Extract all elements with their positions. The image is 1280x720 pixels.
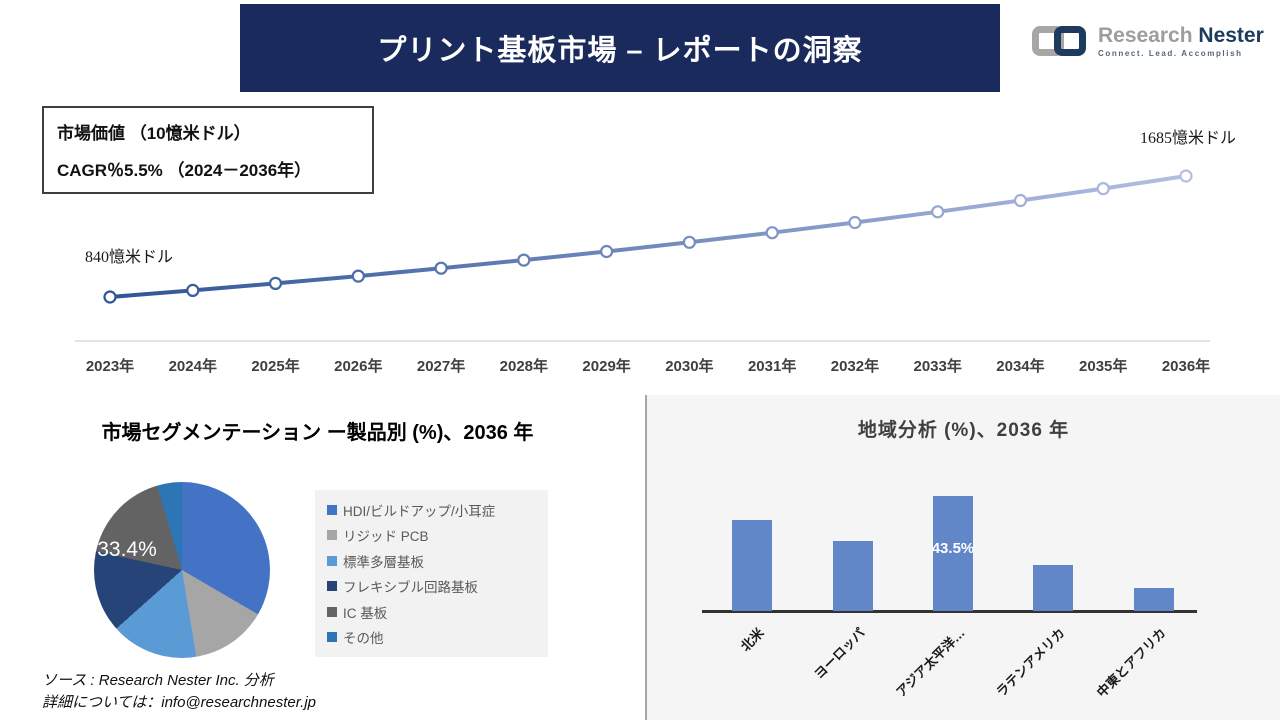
- source-note: ソース : Research Nester Inc. 分析 詳細については：in…: [42, 670, 316, 714]
- bar-chart-baseline: [702, 610, 1197, 613]
- legend-item: IC 基板: [327, 602, 536, 622]
- contact-line: 詳細については：info@researchnester.jp: [42, 693, 316, 711]
- year-tick-label: 2036年: [1161, 358, 1211, 375]
- bar-chart-title: 地域分析 (%)、2036 年: [857, 420, 1070, 441]
- start-value-label: 840憶米ドル: [85, 249, 174, 266]
- legend-swatch: [327, 530, 337, 541]
- legend-label: フレキシブル回路基板: [343, 580, 478, 596]
- legend-label: HDI/ビルドアップ/小耳症: [343, 504, 496, 519]
- legend-label: リジッド PCB: [343, 529, 429, 545]
- pie-value-label: 33.4%: [97, 538, 157, 561]
- bar-category-label: 北米: [737, 625, 767, 655]
- logo-tagline: Connect. Lead. Accomplish: [1098, 48, 1243, 58]
- year-tick-label: 2028年: [499, 358, 549, 375]
- source-line: ソース : Research Nester Inc. 分析: [42, 672, 274, 689]
- region-bar: 43.5%: [932, 496, 974, 611]
- year-tick-label: 2033年: [913, 358, 962, 375]
- legend-item: フレキシブル回路基板: [327, 576, 536, 596]
- region-bar: [732, 520, 772, 611]
- research-nester-logo: Research Nester Connect. Lead. Accomplis…: [1032, 24, 1264, 58]
- legend-item: リジッド PCB: [327, 525, 536, 545]
- interlocked-squares-icon: [1032, 24, 1090, 58]
- legend-swatch: [327, 555, 337, 566]
- year-tick-label: 2023年: [85, 358, 135, 375]
- title-banner: プリント基板市場 – レポートの洞察: [240, 4, 1000, 92]
- regional-analysis-panel: 地域分析 (%)、2036 年 北米 ヨーロッパ 43.5% アジア太平洋… ラテンアメ…: [645, 395, 1280, 720]
- legend-swatch: [327, 631, 337, 642]
- end-value-label: 1685憶米ドル: [1140, 130, 1237, 147]
- market-value-line: 市場価値 （10憶米ドル）: [57, 124, 251, 143]
- year-tick-label: 2032年: [830, 358, 880, 375]
- regional-bar-chart: 北米 ヨーロッパ 43.5% アジア太平洋… ラテンアメリカ 中東とアフリカ: [647, 395, 1280, 720]
- page-title: プリント基板市場 – レポートの洞察: [377, 35, 863, 67]
- year-tick-label: 2031年: [747, 358, 797, 375]
- bar-category-label: ヨーロッパ: [811, 625, 868, 682]
- year-tick-label: 2029年: [582, 358, 631, 375]
- region-bar: [1033, 565, 1073, 611]
- region-bar: [1134, 588, 1174, 611]
- legend-swatch: [327, 505, 337, 515]
- year-tick-label: 2034年: [996, 358, 1045, 375]
- legend-item: その他: [327, 627, 536, 647]
- legend-label: その他: [343, 630, 384, 646]
- segmentation-section: 市場セグメンテーション ー製品別 (%)、2036 年 33.4% HDI/ビル…: [0, 395, 645, 720]
- legend-label: 標準多層基板: [343, 554, 424, 570]
- market-value-box: 市場価値 （10憶米ドル） CAGR％5.5% （2024－2036年）: [42, 106, 374, 194]
- pie-legend: HDI/ビルドアップ/小耳症 リジッド PCB 標準多層基板フレキシブル回路基板 IC…: [315, 490, 548, 657]
- year-tick-label: 2026年: [334, 358, 383, 375]
- legend-item: HDI/ビルドアップ/小耳症: [327, 500, 536, 520]
- legend-swatch: [327, 606, 337, 617]
- bar-category-label: アジア太平洋…: [893, 625, 968, 700]
- legend-swatch: [327, 581, 337, 592]
- year-tick-label: 2025年: [251, 358, 300, 375]
- pie-chart-title: 市場セグメンテーション ー製品別 (%)、2036 年: [101, 422, 534, 444]
- year-tick-label: 2027年: [416, 358, 466, 375]
- year-tick-label: 2035年: [1079, 358, 1128, 375]
- segmentation-pie-chart: [94, 482, 270, 658]
- year-tick-label: 2024年: [168, 358, 217, 375]
- legend-label: IC 基板: [343, 605, 388, 621]
- region-bar: [833, 541, 873, 611]
- legend-item: 標準多層基板: [327, 551, 536, 571]
- bar-category-label: ラテンアメリカ: [993, 625, 1068, 700]
- year-tick-label: 2030年: [665, 358, 714, 375]
- bar-value-label: 43.5%: [931, 540, 975, 557]
- bar-category-label: 中東とアフリカ: [1093, 625, 1169, 701]
- cagr-line: CAGR％5.5% （2024－2036年）: [57, 161, 312, 180]
- logo-wordmark: Research Nester: [1098, 23, 1264, 47]
